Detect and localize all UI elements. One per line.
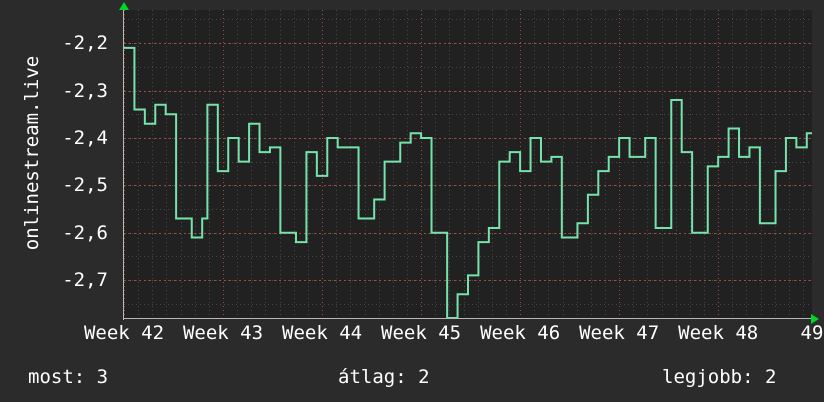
plot-canvas [124, 10, 812, 318]
y-axis-arrow-icon [119, 2, 129, 10]
y-tick-label: -2,6 [62, 221, 108, 244]
plot-area[interactable] [124, 10, 812, 318]
footer-stats: most: 3 átlag: 2 legjobb: 2 [0, 358, 824, 402]
x-tick-label: Week 43 [182, 322, 264, 344]
y-tick-label: -2,5 [62, 174, 108, 197]
stat-now: most: 3 [28, 366, 109, 388]
stat-average: átlag: 2 [338, 366, 430, 388]
x-tick-label: Week 47 [579, 322, 660, 344]
x-tick-label: Week 45 [381, 322, 462, 344]
y-tick-label: -2,4 [62, 126, 108, 149]
stat-best: legjobb: 2 [662, 366, 777, 388]
x-tick-label: Week 42 [83, 322, 165, 344]
x-tick-labels: Week 42 Week 43 Week 44 Week 45 Week 46 Week … [0, 322, 824, 348]
x-tick-label: 49 [800, 322, 824, 344]
y-tick-label: -2,3 [62, 79, 108, 102]
x-tick-label: Week 44 [282, 322, 363, 344]
y-axis-line [123, 8, 124, 320]
x-axis-arrow-icon [811, 314, 819, 324]
x-tick-label: Week 48 [678, 322, 759, 344]
y-tick-label: -2,7 [62, 269, 108, 292]
y-tick-label: -2,2 [62, 32, 108, 55]
x-tick-label: Week 46 [480, 322, 561, 344]
y-axis-title: onlinestream.live [21, 55, 43, 251]
x-axis-line [123, 318, 813, 319]
